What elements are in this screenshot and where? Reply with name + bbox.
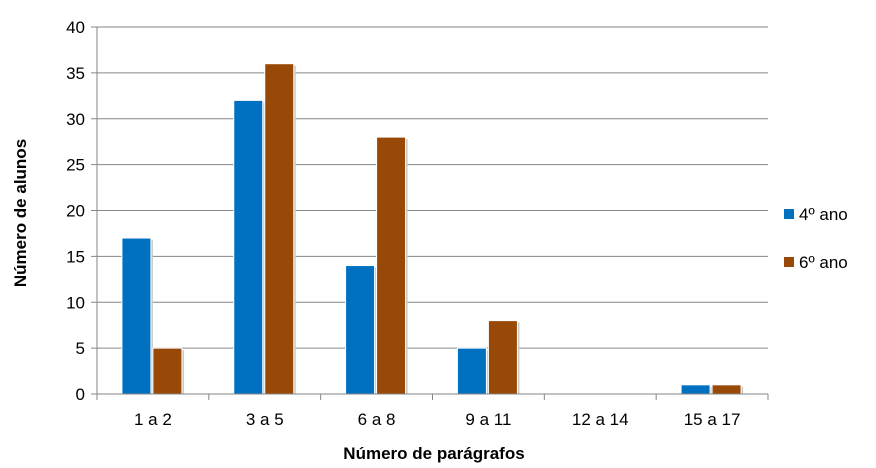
axes [91,26,769,400]
bar: 4º ano: 32 [233,99,264,395]
y-tick-label: 0 [76,385,85,404]
y-tick-label: 40 [66,18,85,37]
bar: 4º ano: 1 [680,384,711,395]
legend-label: 6º ano [799,253,848,272]
x-tick-label: 15 a 17 [684,410,741,429]
y-tick-label: 20 [66,202,85,221]
bar: 6º ano: 1 [711,384,742,395]
x-tick-labels: 1 a 2 3 a 5 6 a 8 9 a 11 12 a 14 15 a 17 [134,410,740,429]
y-tick-label: 35 [66,64,85,83]
x-tick-label: 12 a 14 [572,410,629,429]
bar: 4º ano: 5 [456,347,487,395]
y-axis-title: Número de alunos [11,139,30,287]
x-tick-label: 6 a 8 [358,410,396,429]
bar: 6º ano: 36 [264,63,295,395]
bar: 6º ano: 8 [487,320,518,395]
y-tick-label: 10 [66,293,85,312]
legend-label: 4º ano [799,205,848,224]
x-tick-label: 3 a 5 [246,410,284,429]
y-tick-label: 15 [66,247,85,266]
bar: 6º ano: 28 [376,136,407,395]
legend-swatch [784,257,794,267]
bar: 4º ano: 14 [345,265,376,395]
bar: 4º ano: 17 [121,237,152,395]
legend-swatch [784,209,794,219]
bar: 6º ano: 5 [152,347,183,395]
y-tick-label: 5 [76,339,85,358]
legend: 4º ano 6º ano [784,205,848,272]
y-tick-label: 25 [66,156,85,175]
bars: 4º ano: 176º ano: 5 4º ano: 326º ano: 36 4… [121,63,744,395]
x-tick-label: 9 a 11 [465,410,511,429]
x-tick-label: 1 a 2 [134,410,172,429]
gridlines [97,26,768,349]
y-tick-label: 30 [66,110,85,129]
x-axis-title: Número de parágrafos [343,444,524,463]
y-tick-labels: 0 5 10 15 20 25 30 35 40 [66,18,85,404]
